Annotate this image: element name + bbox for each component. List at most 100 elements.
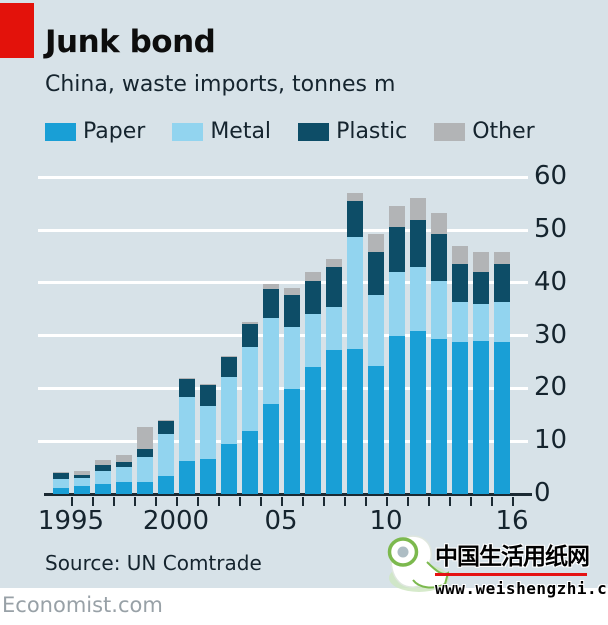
segment-other-2002 [200, 384, 216, 385]
y-tick-label-20: 20 [534, 372, 568, 403]
segment-paper-2001 [179, 461, 195, 494]
segment-other-1997 [95, 460, 111, 465]
x-tick-2007 [323, 497, 325, 506]
x-tick-2014 [470, 497, 472, 506]
segment-other-2004 [242, 322, 258, 324]
segment-other-2010 [368, 234, 384, 252]
x-tick-1995 [71, 497, 73, 506]
chart-panel: Junk bond China, waste imports, tonnes m… [0, 0, 608, 598]
x-tick-2004 [260, 497, 262, 506]
segment-metal-2015 [473, 304, 489, 341]
segment-metal-1996 [74, 478, 90, 486]
x-tick-1996 [92, 497, 94, 506]
segment-metal-2009 [347, 237, 363, 349]
gridline-40 [38, 281, 528, 285]
segment-paper-1998 [116, 482, 132, 494]
legend-swatch-other [434, 123, 466, 141]
legend-item-metal: Metal [172, 121, 271, 143]
gridline-50 [38, 228, 528, 232]
legend-item-paper: Paper [45, 121, 145, 143]
segment-paper-1995 [53, 488, 69, 494]
segment-plastic-1999 [137, 449, 153, 457]
segment-metal-2016 [494, 302, 510, 342]
x-tick-2011 [407, 497, 409, 506]
segment-paper-2010 [368, 366, 384, 494]
segment-paper-2006 [284, 389, 300, 494]
x-tick-label-2000: 2000 [142, 506, 210, 536]
y-tick-label-60: 60 [534, 161, 568, 192]
segment-other-2015 [473, 252, 489, 272]
segment-paper-2012 [410, 331, 426, 494]
x-tick-2006 [302, 497, 304, 506]
segment-metal-2005 [263, 318, 279, 404]
x-tick-label-16: 16 [495, 506, 529, 536]
segment-metal-1998 [116, 467, 132, 482]
chart-subtitle: China, waste imports, tonnes m [45, 72, 396, 97]
segment-other-2003 [221, 356, 237, 357]
segment-plastic-2016 [494, 264, 510, 302]
y-tick-label-30: 30 [534, 319, 568, 350]
y-tick-label-40: 40 [534, 266, 568, 297]
segment-paper-2002 [200, 459, 216, 494]
segment-paper-2009 [347, 349, 363, 494]
segment-paper-2013 [431, 339, 447, 494]
segment-paper-2003 [221, 444, 237, 494]
segment-plastic-1997 [95, 465, 111, 471]
segment-plastic-2000 [158, 421, 174, 434]
segment-metal-2002 [200, 406, 216, 459]
segment-other-2000 [158, 420, 174, 421]
segment-paper-2016 [494, 342, 510, 494]
segment-metal-1999 [137, 457, 153, 482]
segment-metal-2008 [326, 307, 342, 350]
y-tick-label-50: 50 [534, 214, 568, 244]
watermark: 中国生活用纸网 www.weishengzhi.cn [383, 530, 608, 598]
x-axis-line [44, 493, 532, 496]
x-tick-2016 [512, 497, 514, 506]
x-tick-2002 [218, 497, 220, 506]
segment-paper-2015 [473, 341, 489, 494]
segment-other-1995 [53, 472, 69, 473]
segment-other-1998 [116, 455, 132, 462]
segment-metal-2007 [305, 314, 321, 367]
legend-item-plastic: Plastic [298, 119, 408, 144]
segment-paper-2008 [326, 350, 342, 494]
segment-paper-2007 [305, 367, 321, 494]
segment-plastic-2009 [347, 201, 363, 237]
plot-area: 1995 2000 05 10 16 [38, 164, 532, 536]
segment-other-2014 [452, 246, 468, 264]
segment-metal-2012 [410, 267, 426, 331]
toilet-paper-roll-icon [387, 535, 449, 592]
legend-label-plastic: Plastic [336, 119, 408, 144]
x-tick-2010 [386, 497, 388, 506]
segment-plastic-2001 [179, 379, 195, 397]
gridline-20 [38, 386, 528, 390]
x-tick-2008 [344, 497, 346, 506]
watermark-underline [435, 573, 587, 576]
segment-paper-2005 [263, 404, 279, 494]
segment-other-2007 [305, 272, 321, 281]
segment-paper-2011 [389, 336, 405, 494]
legend-swatch-plastic [298, 123, 330, 141]
segment-plastic-1998 [116, 462, 132, 467]
x-tick-1998 [134, 497, 136, 506]
segment-plastic-2012 [410, 220, 426, 267]
segment-metal-2013 [431, 281, 447, 339]
segment-other-2001 [179, 378, 195, 379]
y-tick-label-0: 0 [534, 478, 551, 508]
footer-site-label: Economist.com [2, 593, 163, 617]
gridline-10 [38, 439, 528, 443]
segment-paper-2014 [452, 342, 468, 494]
segment-metal-1997 [95, 471, 111, 484]
legend-swatch-metal [172, 123, 204, 141]
segment-other-2013 [431, 213, 447, 234]
watermark-text-block: 中国生活用纸网 www.weishengzhi.cn [435, 537, 608, 598]
x-tick-1997 [113, 497, 115, 506]
segment-metal-2004 [242, 347, 258, 431]
x-tick-label-05: 05 [264, 506, 298, 536]
x-tick-1999 [155, 497, 157, 506]
segment-plastic-2003 [221, 357, 237, 377]
segment-paper-1997 [95, 484, 111, 494]
watermark-url: www.weishengzhi.cn [435, 579, 608, 598]
segment-metal-2011 [389, 272, 405, 336]
x-tick-2000 [176, 497, 178, 506]
